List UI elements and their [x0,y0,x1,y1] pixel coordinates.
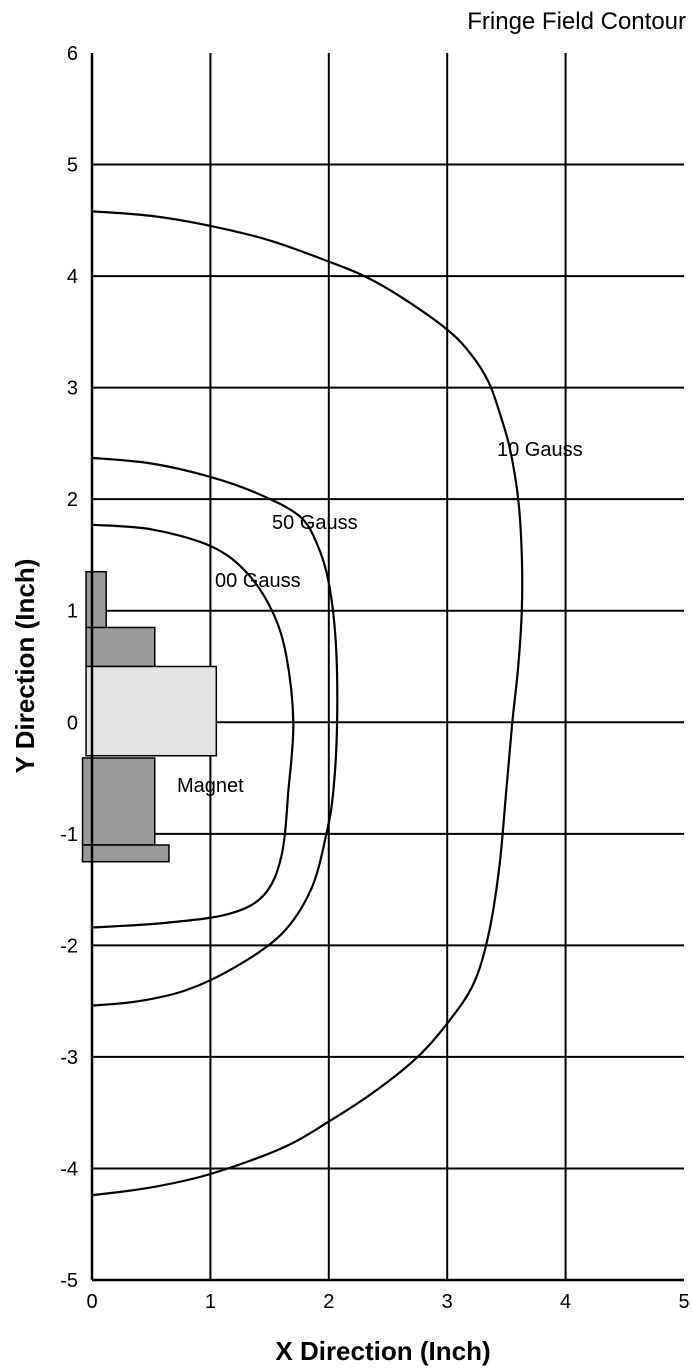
y-tick-label: -1 [60,824,78,846]
magnet-core [85,665,218,757]
x-axis-label: X Direction (Inch) [275,1336,490,1366]
y-tick-label: -3 [60,1047,78,1069]
y-tick-label: 5 [67,155,78,177]
y-tick-label: -4 [60,1158,78,1180]
contour-10-gauss [91,210,524,1197]
y-tick-label: 4 [67,266,78,288]
magnet-label: Magnet [177,775,244,797]
x-tick-label: 1 [205,1291,216,1313]
y-tick-label: 3 [67,378,78,400]
plot-axes [90,53,684,1282]
label-10-gauss: 10 Gauss [497,439,583,461]
tick-labels: 0 1 2 3 4 5 6 5 4 3 2 1 0 -1 -2 -3 -4 -5 [60,43,689,1313]
magnet-diagram [81,570,218,863]
contour-100-gauss [91,523,295,929]
label-50-gauss: 50 Gauss [272,512,358,534]
chart-title: Fringe Field Contour [467,8,686,35]
x-tick-label: 5 [678,1291,689,1313]
contour-lines [91,210,524,1197]
grid-lines [92,53,684,1280]
y-tick-label: -2 [60,935,78,957]
magnet-top-pin [85,570,107,630]
y-axis-label: Y Direction (Inch) [10,559,40,774]
magnet-lower-block [81,757,156,846]
x-tick-label: 3 [442,1291,453,1313]
magnet-upper-block [85,626,156,668]
y-tick-label: 0 [67,712,78,734]
magnet-base-plate [81,844,170,863]
contour-50-gauss [91,456,339,1007]
x-tick-label: 2 [323,1291,334,1313]
y-tick-label: 6 [67,43,78,65]
x-tick-label: 4 [560,1291,571,1313]
y-tick-label: -5 [60,1270,78,1292]
y-tick-label: 2 [67,489,78,511]
y-tick-label: 1 [67,601,78,623]
label-100-gauss: 00 Gauss [215,570,301,592]
x-tick-label: 0 [86,1291,97,1313]
